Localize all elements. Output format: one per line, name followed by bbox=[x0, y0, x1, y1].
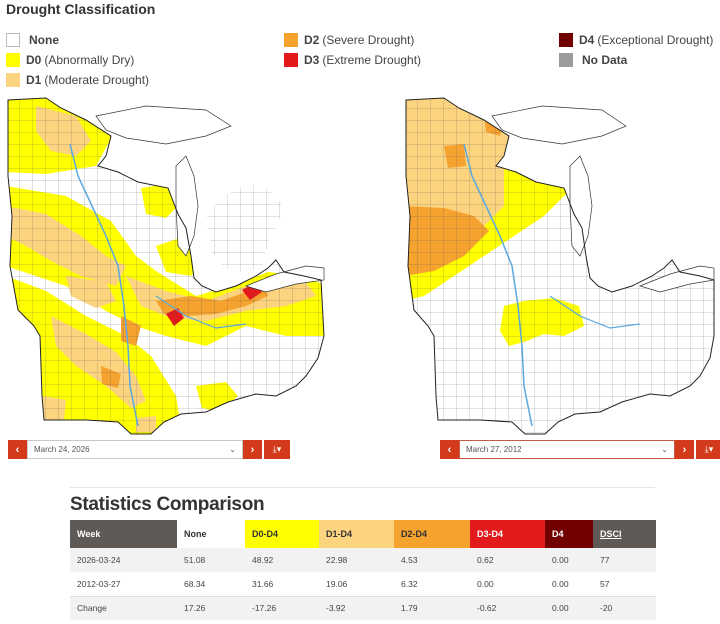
legend-swatch-d3 bbox=[284, 53, 298, 67]
legend-swatch-d1 bbox=[6, 73, 20, 87]
legend-swatch-d0 bbox=[6, 53, 20, 67]
download-icon[interactable]: ⤓▾ bbox=[696, 440, 720, 459]
header-dsci-link[interactable]: DSCI bbox=[593, 520, 656, 548]
header-d4: D4 bbox=[545, 520, 593, 548]
legend-code: D4 bbox=[579, 33, 595, 47]
legend-label: (Extreme Drought) bbox=[322, 53, 422, 67]
legend-label: (Severe Drought) bbox=[322, 33, 415, 47]
cell-d3-d4: -0.62 bbox=[470, 595, 545, 620]
cell-d3-d4: 0.00 bbox=[470, 572, 545, 596]
date-bar-comparison: ‹ March 27, 2012 ⌄ › ⤓▾ bbox=[440, 440, 720, 459]
legend-item-none: None bbox=[6, 33, 59, 47]
cell-d0-d4: 48.92 bbox=[245, 548, 319, 572]
cell-week: 2012-03-27 bbox=[70, 572, 177, 596]
cell-d4: 0.00 bbox=[545, 548, 593, 572]
table-row: 2012-03-27 68.34 31.66 19.06 6.32 0.00 0… bbox=[70, 572, 656, 596]
stats-table: Week None D0-D4 D1-D4 D2-D4 D3-D4 D4 DSC… bbox=[70, 520, 656, 620]
legend-swatch-d4 bbox=[559, 33, 573, 47]
legend-title: Drought Classification bbox=[6, 1, 156, 17]
date-select-value: March 27, 2012 bbox=[466, 445, 522, 454]
cell-week: 2026-03-24 bbox=[70, 548, 177, 572]
cell-d2-d4: 1.79 bbox=[394, 595, 470, 620]
cell-none: 17.26 bbox=[177, 595, 245, 620]
date-select-comparison[interactable]: March 27, 2012 ⌄ bbox=[459, 440, 675, 459]
cell-week: Change bbox=[70, 595, 177, 620]
legend-swatch-d2 bbox=[284, 33, 298, 47]
table-row-change: Change 17.26 -17.26 -3.92 1.79 -0.62 0.0… bbox=[70, 595, 656, 620]
legend-label: (Abnormally Dry) bbox=[44, 53, 135, 67]
legend-item-d2: D2 (Severe Drought) bbox=[284, 33, 414, 47]
legend-code: D2 bbox=[304, 33, 320, 47]
download-icon[interactable]: ⤓▾ bbox=[264, 440, 290, 459]
cell-d4: 0.00 bbox=[545, 595, 593, 620]
stats-header-row: Week None D0-D4 D1-D4 D2-D4 D3-D4 D4 DSC… bbox=[70, 520, 656, 548]
cell-dsci: 77 bbox=[593, 548, 656, 572]
header-week: Week bbox=[70, 520, 177, 548]
divider bbox=[70, 487, 655, 488]
legend-swatch-no-data bbox=[559, 53, 573, 67]
cell-d1-d4: -3.92 bbox=[319, 595, 394, 620]
chevron-down-icon: ⌄ bbox=[661, 445, 668, 454]
date-select-current[interactable]: March 24, 2026 ⌄ bbox=[27, 440, 243, 459]
drought-map-comparison[interactable] bbox=[404, 96, 716, 436]
header-d2-d4: D2-D4 bbox=[394, 520, 470, 548]
cell-d4: 0.00 bbox=[545, 572, 593, 596]
legend-label: None bbox=[29, 33, 59, 47]
cell-d1-d4: 19.06 bbox=[319, 572, 394, 596]
cell-none: 68.34 bbox=[177, 572, 245, 596]
legend-swatch-none bbox=[6, 33, 20, 47]
cell-d0-d4: 31.66 bbox=[245, 572, 319, 596]
next-week-button[interactable]: › bbox=[243, 440, 262, 459]
header-d3-d4: D3-D4 bbox=[470, 520, 545, 548]
table-row: 2026-03-24 51.08 48.92 22.98 4.53 0.62 0… bbox=[70, 548, 656, 572]
header-d0-d4: D0-D4 bbox=[245, 520, 319, 548]
cell-dsci: -20 bbox=[593, 595, 656, 620]
header-none: None bbox=[177, 520, 245, 548]
chevron-down-icon: ⌄ bbox=[229, 445, 236, 454]
cell-d2-d4: 6.32 bbox=[394, 572, 470, 596]
prev-week-button[interactable]: ‹ bbox=[8, 440, 27, 459]
legend-item-d3: D3 (Extreme Drought) bbox=[284, 53, 421, 67]
legend-label: No Data bbox=[582, 53, 628, 67]
header-d1-d4: D1-D4 bbox=[319, 520, 394, 548]
legend-code: D1 bbox=[26, 73, 42, 87]
legend-item-no-data: No Data bbox=[559, 53, 627, 67]
drought-map-current[interactable] bbox=[6, 96, 326, 436]
cell-dsci: 57 bbox=[593, 572, 656, 596]
prev-week-button[interactable]: ‹ bbox=[440, 440, 459, 459]
legend-item-d1: D1 (Moderate Drought) bbox=[6, 73, 149, 87]
date-bar-current: ‹ March 24, 2026 ⌄ › ⤓▾ bbox=[8, 440, 290, 459]
legend-code: D3 bbox=[304, 53, 320, 67]
legend-item-d0: D0 (Abnormally Dry) bbox=[6, 53, 134, 67]
stats-title: Statistics Comparison bbox=[70, 494, 265, 515]
cell-d0-d4: -17.26 bbox=[245, 595, 319, 620]
cell-d1-d4: 22.98 bbox=[319, 548, 394, 572]
next-week-button[interactable]: › bbox=[675, 440, 694, 459]
cell-d2-d4: 4.53 bbox=[394, 548, 470, 572]
cell-none: 51.08 bbox=[177, 548, 245, 572]
legend-label: (Exceptional Drought) bbox=[597, 33, 714, 47]
legend-item-d4: D4 (Exceptional Drought) bbox=[559, 33, 713, 47]
date-select-value: March 24, 2026 bbox=[34, 445, 90, 454]
legend-code: D0 bbox=[26, 53, 42, 67]
cell-d3-d4: 0.62 bbox=[470, 548, 545, 572]
legend-label: (Moderate Drought) bbox=[44, 73, 150, 87]
